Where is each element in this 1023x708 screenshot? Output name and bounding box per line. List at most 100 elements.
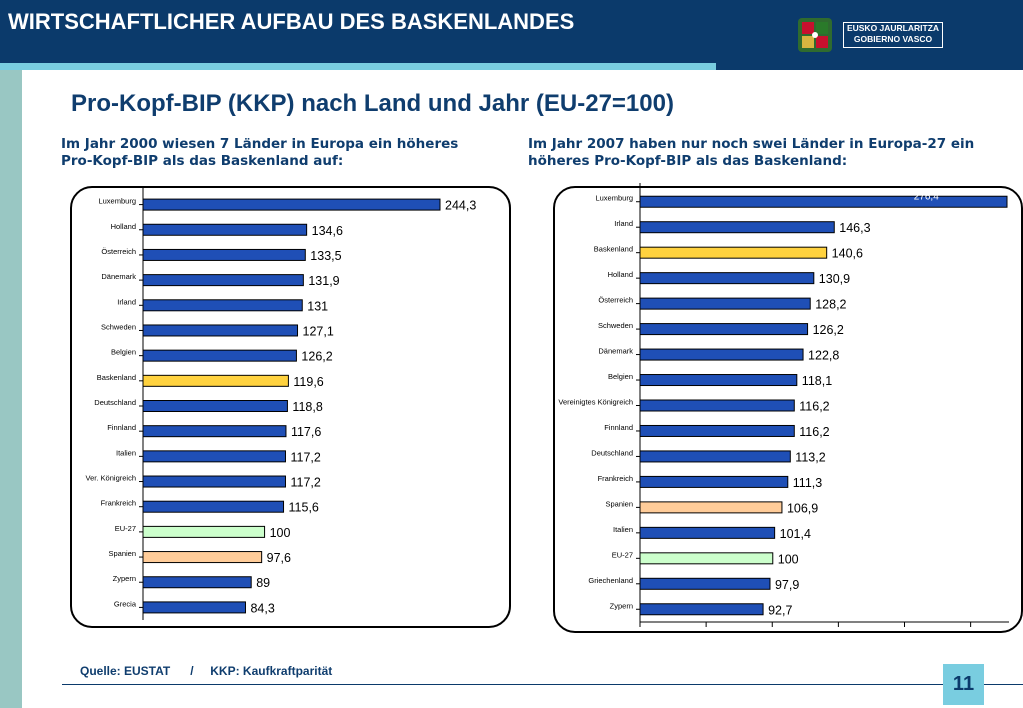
data-label: 131 — [307, 299, 328, 313]
data-label: 116,2 — [799, 400, 829, 414]
data-label: 117,2 — [290, 450, 320, 464]
data-label: 92,7 — [768, 603, 792, 617]
bar — [142, 475, 286, 488]
footer-source: Quelle: EUSTAT / KKP: Kaufkraftparität — [80, 664, 333, 678]
category-label: Luxemburg — [98, 197, 136, 206]
category-label: EU-27 — [612, 550, 633, 559]
header-bar — [0, 0, 1023, 70]
bar — [142, 198, 441, 211]
category-label: Holland — [608, 270, 633, 279]
government-logo: EUSKO JAURLARITZA GOBIERNO VASCO — [843, 22, 943, 48]
caption-2000: Im Jahr 2000 wiesen 7 Länder in Europa e… — [61, 136, 459, 169]
category-label: Dänemark — [598, 347, 633, 356]
data-label: 97,6 — [267, 551, 291, 565]
data-label: 116,2 — [799, 425, 829, 439]
bar — [142, 374, 289, 387]
category-label: Luxemburg — [595, 194, 633, 203]
category-label: Belgien — [608, 372, 633, 381]
data-label: 89 — [256, 576, 270, 590]
gov-line-1: EUSKO JAURLARITZA — [846, 23, 940, 33]
category-label: Baskenland — [594, 245, 633, 254]
bar-chart-2000: Luxemburg 244,3 Holland 134,6 Österreich 133,… — [86, 186, 476, 620]
category-label: Ver. Königreich — [86, 474, 136, 483]
category-label: Belgien — [111, 348, 136, 357]
data-label: 84,3 — [250, 601, 274, 615]
data-label: 97,9 — [775, 578, 799, 592]
chart-frame-2007 — [553, 186, 1023, 633]
data-label: 131,9 — [308, 274, 339, 288]
bar — [142, 500, 285, 513]
data-label: 134,6 — [312, 224, 343, 238]
caption-2007: Im Jahr 2007 haben nur noch swei Länder … — [528, 136, 975, 169]
data-label: 146,3 — [839, 221, 870, 235]
category-label: Irland — [117, 297, 136, 306]
bar — [142, 400, 288, 412]
data-label: 113,2 — [795, 450, 825, 464]
bar — [639, 246, 828, 259]
bar — [142, 223, 308, 236]
bar — [639, 348, 804, 361]
basque-coat-of-arms-icon — [790, 14, 840, 56]
bar — [639, 475, 789, 488]
bar — [639, 603, 764, 616]
data-label: 122,8 — [808, 349, 839, 363]
bar — [142, 551, 263, 564]
category-label: Deutschland — [591, 448, 633, 457]
accent-bar — [0, 63, 716, 70]
data-label: 117,6 — [291, 425, 321, 439]
category-label: Spanien — [605, 499, 633, 508]
category-label: Frankreich — [101, 499, 136, 508]
category-label: Finnland — [604, 423, 633, 432]
bar — [142, 274, 304, 287]
data-label: 118,8 — [292, 400, 322, 414]
category-label: Grecia — [114, 599, 137, 608]
data-label: 276,4 — [914, 192, 939, 203]
data-label: 101,4 — [780, 527, 811, 541]
category-label: Holland — [111, 222, 136, 231]
data-label: 133,5 — [310, 249, 341, 263]
data-label: 111,3 — [793, 476, 822, 490]
bar — [639, 526, 776, 539]
category-label: Zypern — [113, 574, 136, 583]
bar — [639, 323, 809, 336]
bar — [142, 576, 252, 589]
footer-divider — [62, 684, 1023, 685]
bar — [639, 552, 774, 565]
category-label: Finnland — [107, 423, 136, 432]
data-label: 100 — [270, 526, 291, 540]
category-label: Österreich — [598, 296, 633, 305]
bar — [639, 297, 811, 310]
page-title: Pro-Kopf-BIP (KKP) nach Land und Jahr (E… — [71, 90, 674, 117]
bar — [639, 221, 835, 234]
category-label: Schweden — [598, 321, 633, 330]
category-label: Baskenland — [97, 373, 136, 382]
bar — [142, 525, 266, 538]
bar — [142, 248, 306, 261]
category-label: Vereinigtes Königreich — [558, 398, 633, 407]
data-label: 127,1 — [303, 324, 334, 338]
data-label: 126,2 — [813, 323, 844, 337]
bar — [142, 450, 286, 463]
bar — [639, 577, 771, 590]
category-label: Zypern — [610, 601, 633, 610]
bar — [639, 272, 815, 285]
data-label: 117,2 — [290, 476, 320, 490]
data-label: 140,6 — [832, 247, 863, 261]
category-label: EU-27 — [115, 524, 136, 533]
bar — [639, 374, 798, 387]
bar — [142, 349, 297, 362]
bar-chart-2007: Luxemburg 276,4 Irland 146,3 Baskenland 140,6… — [558, 183, 1009, 627]
category-label: Deutschland — [94, 398, 136, 407]
bar — [142, 601, 246, 614]
data-label: 119,6 — [293, 375, 323, 389]
category-label: Italien — [116, 448, 136, 457]
data-label: 126,2 — [301, 350, 332, 364]
bar — [639, 195, 1008, 208]
data-label: 128,2 — [815, 298, 846, 312]
bar — [142, 425, 287, 438]
bar — [639, 399, 795, 412]
bar — [639, 450, 791, 463]
data-label: 115,6 — [289, 501, 319, 515]
category-label: Irland — [614, 219, 633, 228]
category-label: Italien — [613, 525, 633, 534]
